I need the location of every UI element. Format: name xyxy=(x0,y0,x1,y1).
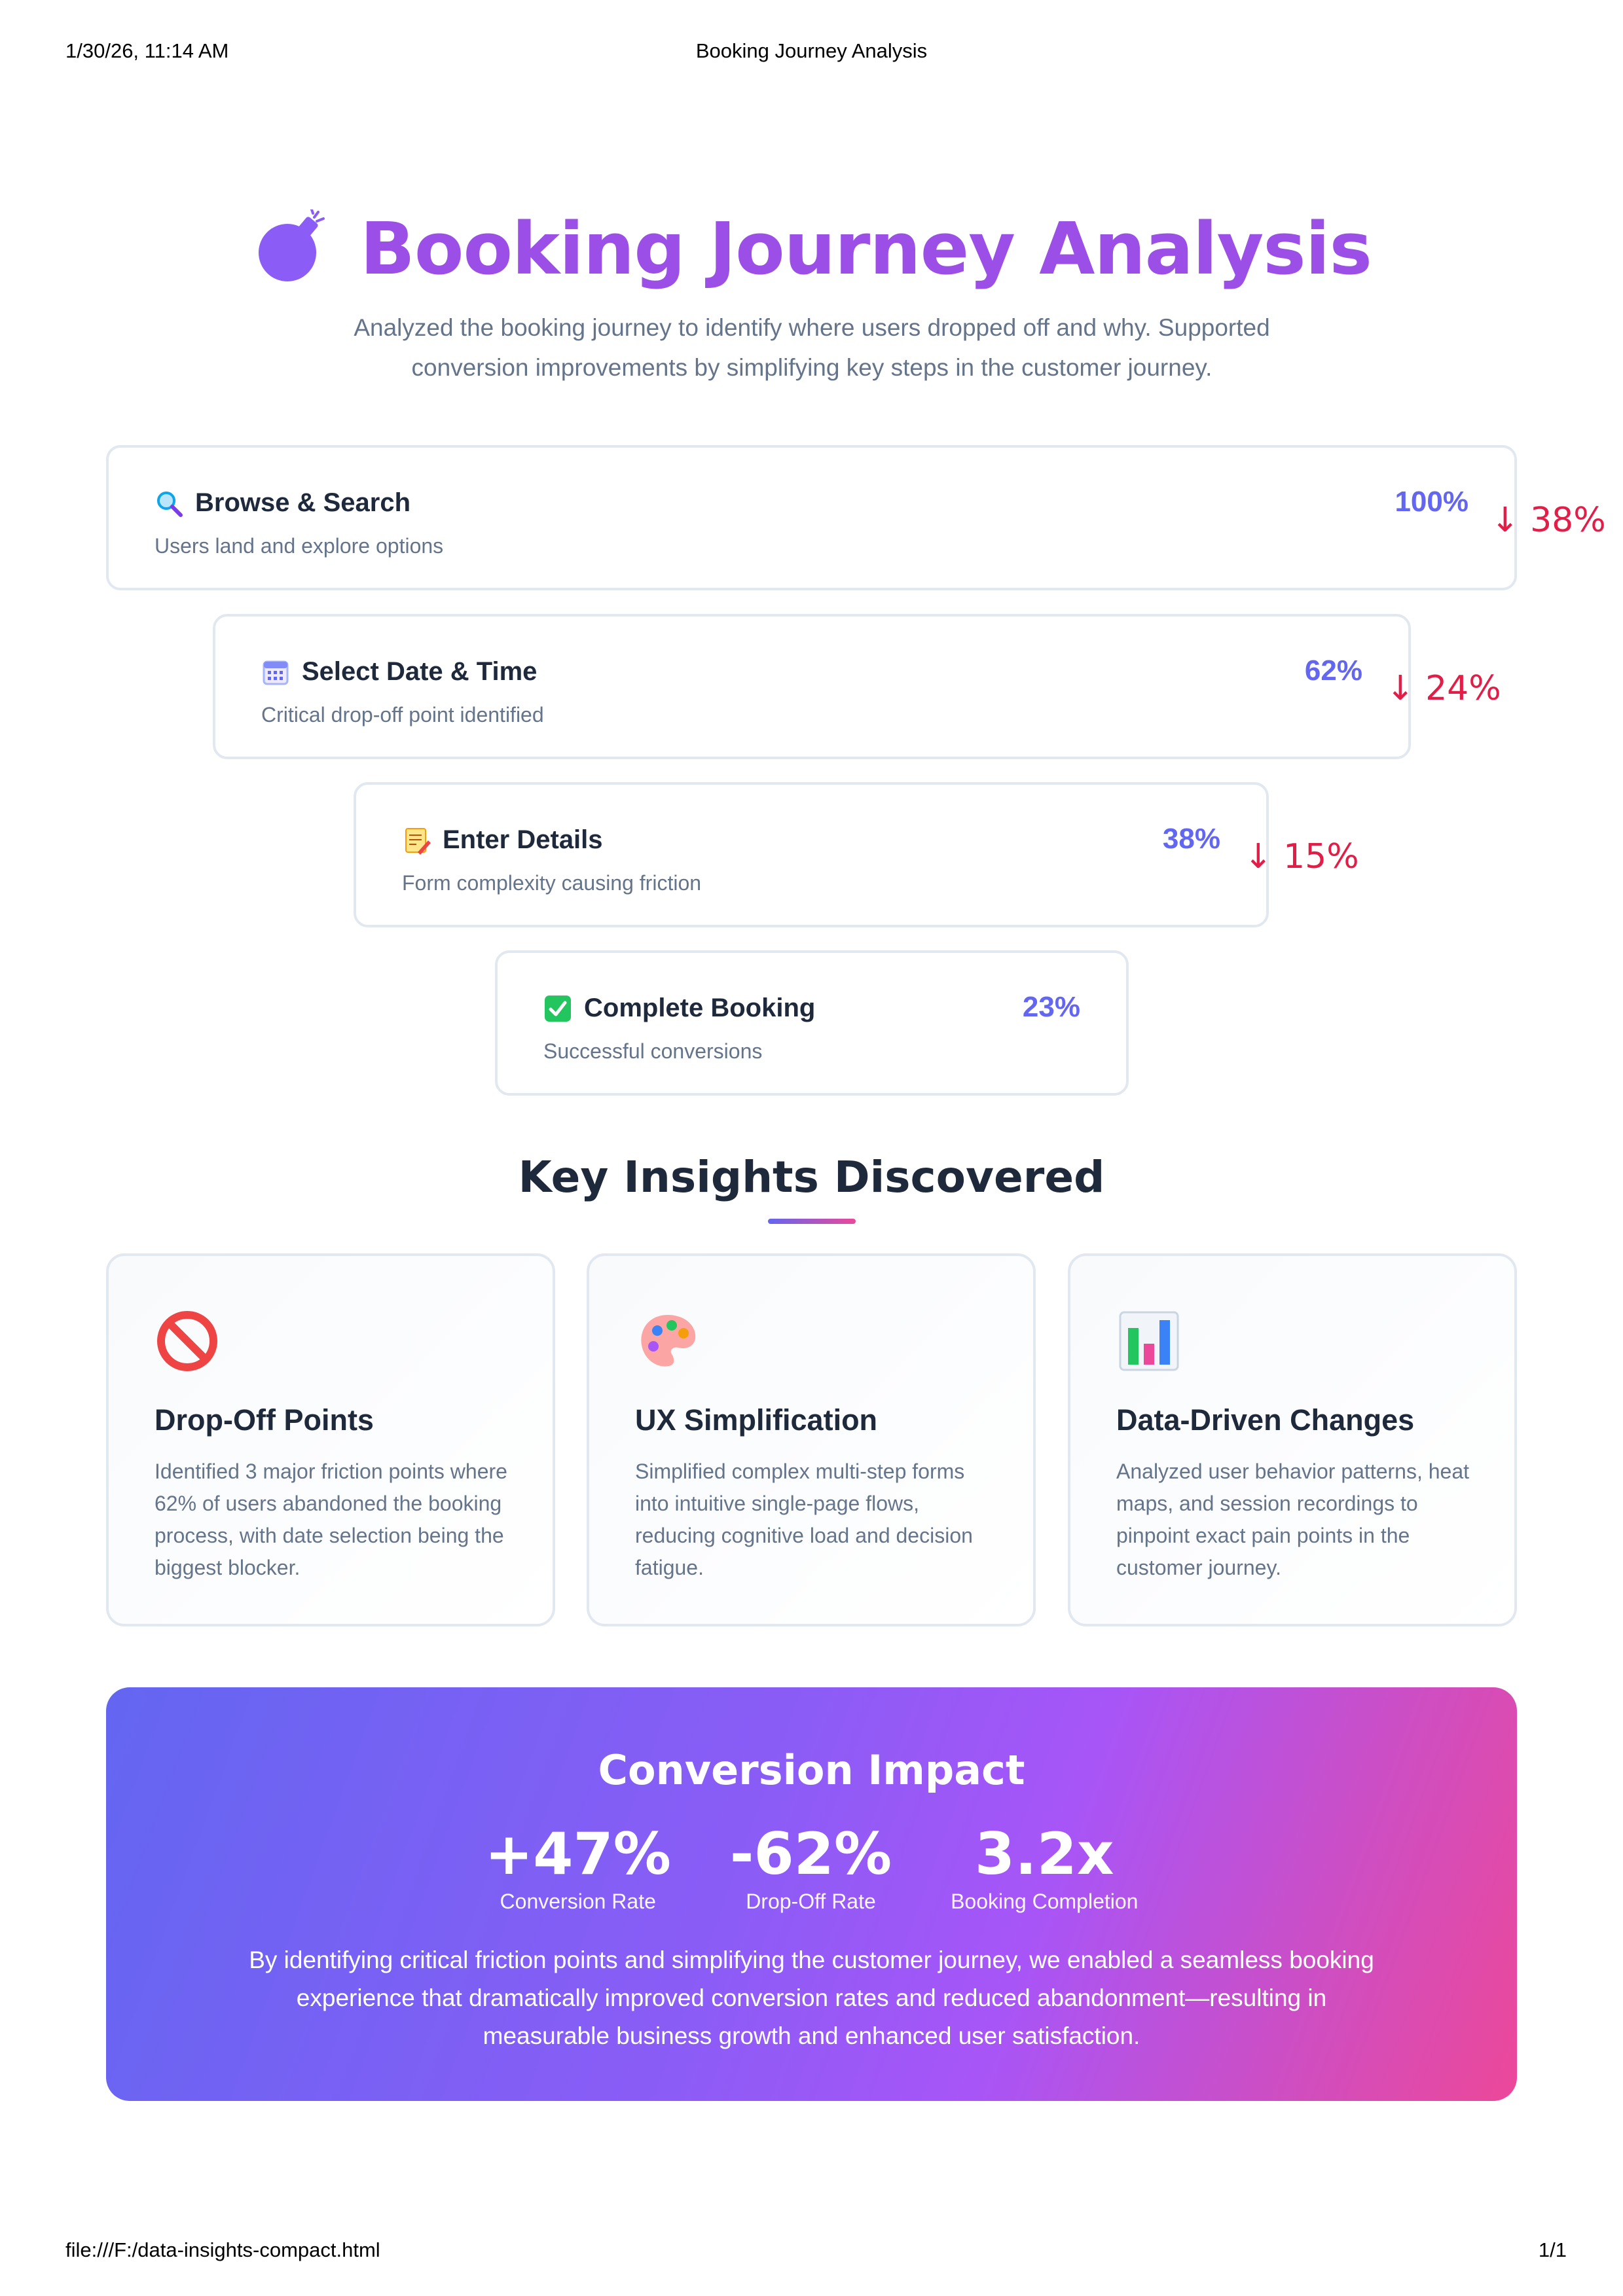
step-title: Complete Booking xyxy=(584,994,816,1022)
insight-card-ux-simplification: UX Simplification Simplified complex mul… xyxy=(587,1253,1036,1626)
funnel-step-select-date: Select Date & Time Critical drop-off poi… xyxy=(213,614,1411,759)
stat-value: 3.2x xyxy=(974,1820,1114,1888)
step-title: Select Date & Time xyxy=(302,657,538,686)
drop-off-rate: ↓ 38% xyxy=(1491,501,1606,540)
drop-off-rate: ↓ 24% xyxy=(1386,669,1501,708)
stat-label: Conversion Rate xyxy=(500,1890,656,1913)
print-title: Booking Journey Analysis xyxy=(695,39,928,62)
step-title: Browse & Search xyxy=(195,488,411,517)
impact-title: Conversion Impact xyxy=(598,1746,1025,1794)
insight-text: Simplified complex multi-step forms into… xyxy=(635,1460,973,1579)
step-percent: 38% xyxy=(1162,823,1220,855)
funnel-step-enter-details: Enter Details Form complexity causing fr… xyxy=(354,782,1269,927)
impact-stats: +47% Conversion Rate -62% Drop-Off Rate … xyxy=(106,1821,1517,1914)
insight-title: UX Simplification xyxy=(635,1403,878,1437)
step-percent: 100% xyxy=(1395,486,1468,518)
bomb-icon xyxy=(259,209,325,281)
drop-off-rate: ↓ 15% xyxy=(1244,837,1359,876)
magnifier-icon xyxy=(157,491,183,517)
hero-title-row: Booking Journey Analysis xyxy=(0,203,1623,295)
bar-chart-icon xyxy=(1119,1311,1179,1371)
stat-conversion-rate: +47% Conversion Rate xyxy=(485,1821,671,1914)
insights-title: Key Insights Discovered xyxy=(518,1152,1105,1202)
stat-label: Drop-Off Rate xyxy=(746,1890,876,1913)
page-subtitle: Analyzed the booking journey to identify… xyxy=(354,314,1270,381)
title-underline xyxy=(768,1219,856,1224)
insight-title: Data-Driven Changes xyxy=(1116,1403,1415,1437)
memo-icon xyxy=(405,827,431,855)
step-description: Form complexity causing friction xyxy=(402,871,702,895)
insight-title: Drop-Off Points xyxy=(155,1403,374,1437)
impact-description: By identifying critical friction points … xyxy=(249,1946,1374,2049)
step-title: Enter Details xyxy=(443,825,603,854)
print-header: 1/30/26, 11:14 AM Booking Journey Analys… xyxy=(0,39,1623,79)
page-title: Booking Journey Analysis xyxy=(360,207,1372,291)
insight-text: Analyzed user behavior patterns, heat ma… xyxy=(1116,1460,1469,1579)
print-datetime: 1/30/26, 11:14 AM xyxy=(65,39,229,62)
funnel-step-browse: Browse & Search Users land and explore o… xyxy=(106,445,1517,590)
insight-text: Identified 3 major friction points where… xyxy=(155,1460,507,1579)
funnel-step-complete-booking: Complete Booking Successful conversions … xyxy=(495,950,1129,1096)
insight-card-data-driven: Data-Driven Changes Analyzed user behavi… xyxy=(1068,1253,1517,1626)
stat-drop-off-rate: -62% Drop-Off Rate xyxy=(730,1821,892,1914)
calendar-icon xyxy=(263,660,289,685)
stat-value: -62% xyxy=(729,1820,892,1888)
conversion-impact-panel: Conversion Impact +47% Conversion Rate -… xyxy=(106,1687,1517,2101)
check-box-icon xyxy=(545,995,571,1022)
step-description: Successful conversions xyxy=(543,1039,763,1063)
stat-value: +47% xyxy=(484,1820,671,1888)
step-description: Critical drop-off point identified xyxy=(261,703,544,726)
stat-booking-completion: 3.2x Booking Completion xyxy=(951,1821,1138,1914)
step-description: Users land and explore options xyxy=(155,534,444,558)
palette-icon xyxy=(641,1315,696,1367)
print-footer: file:///F:/data-insights-compact.html 1/… xyxy=(0,2238,1623,2278)
step-percent: 23% xyxy=(1022,991,1080,1023)
print-page-number: 1/1 xyxy=(1538,2238,1567,2261)
stat-label: Booking Completion xyxy=(951,1890,1139,1913)
prohibited-icon xyxy=(157,1311,217,1371)
print-url: file:///F:/data-insights-compact.html xyxy=(65,2238,380,2261)
insight-card-drop-off: Drop-Off Points Identified 3 major frict… xyxy=(106,1253,555,1626)
step-percent: 62% xyxy=(1304,655,1362,687)
